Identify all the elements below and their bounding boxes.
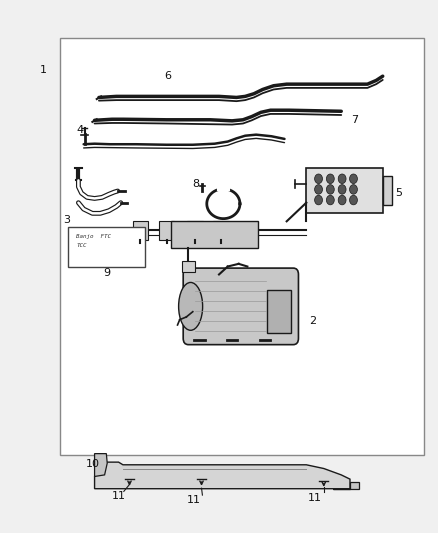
Text: 11: 11 [112, 491, 126, 501]
Bar [306, 168, 383, 213]
Circle shape [350, 195, 357, 205]
Text: 4: 4 [77, 125, 84, 135]
Text: 5: 5 [396, 188, 403, 198]
Bar [187, 221, 203, 240]
Bar [68, 227, 145, 266]
Text: 9: 9 [103, 268, 110, 278]
Text: 1: 1 [40, 65, 47, 75]
Bar [171, 221, 258, 248]
Polygon shape [95, 454, 107, 477]
Circle shape [350, 184, 357, 194]
Polygon shape [332, 482, 359, 489]
Text: 10: 10 [85, 459, 99, 469]
Bar [213, 221, 229, 240]
Text: 8: 8 [192, 179, 199, 189]
Circle shape [314, 195, 322, 205]
Text: 7: 7 [351, 115, 358, 125]
Text: 11: 11 [308, 492, 322, 503]
Bar [133, 221, 148, 240]
Circle shape [338, 195, 346, 205]
Circle shape [338, 184, 346, 194]
Circle shape [338, 174, 346, 183]
Polygon shape [95, 462, 350, 489]
Circle shape [350, 174, 357, 183]
Text: 6: 6 [164, 71, 171, 81]
Circle shape [314, 174, 322, 183]
Circle shape [326, 174, 334, 183]
Ellipse shape [179, 282, 203, 330]
Text: TCC: TCC [76, 244, 87, 248]
Bar [60, 38, 424, 455]
Text: Banjo  FTC: Banjo FTC [76, 234, 111, 239]
Bar [383, 176, 392, 205]
Bar [267, 290, 291, 333]
Bar [182, 261, 195, 272]
Text: 2: 2 [309, 316, 316, 326]
Text: 3: 3 [64, 215, 71, 225]
Bar [159, 221, 174, 240]
Circle shape [326, 184, 334, 194]
Text: 11: 11 [187, 495, 201, 505]
FancyBboxPatch shape [183, 268, 298, 345]
Circle shape [326, 195, 334, 205]
Circle shape [314, 184, 322, 194]
